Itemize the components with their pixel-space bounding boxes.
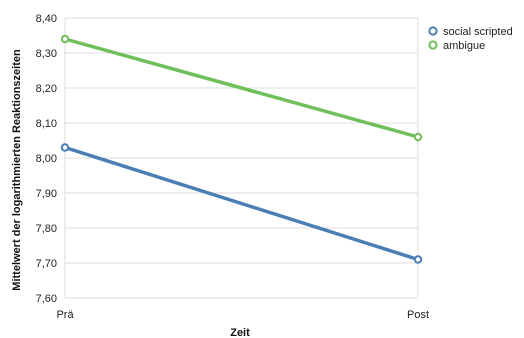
data-point <box>60 34 70 44</box>
series-line <box>63 37 420 139</box>
legend-marker <box>428 40 438 50</box>
legend-marker <box>428 26 438 36</box>
y-tick-label: 8,30 <box>36 48 57 60</box>
grid-lines <box>64 17 419 299</box>
y-tick-label: 8,00 <box>36 153 57 165</box>
y-tick-label: 7,70 <box>36 258 57 270</box>
y-tick-label: 7,90 <box>36 188 57 200</box>
data-point <box>413 132 423 142</box>
series-lines <box>60 34 423 264</box>
y-axis-ticks: 8,40 8,30 8,20 8,10 8,00 7,90 7,80 7,70 7,60 <box>36 13 57 305</box>
y-tick-label: 8,20 <box>36 83 57 95</box>
series-line <box>63 145 420 262</box>
y-tick-label: 7,60 <box>36 293 57 305</box>
x-axis-ticks: Prä Post <box>56 309 429 321</box>
x-tick-label: Post <box>407 309 429 321</box>
x-tick-label: Prä <box>56 309 74 321</box>
legend-label: social scripted <box>443 26 513 38</box>
data-point <box>413 255 423 264</box>
data-point <box>60 143 70 152</box>
y-tick-label: 7,80 <box>36 223 57 235</box>
y-tick-label: 8,40 <box>36 13 57 25</box>
legend: social scripted ambigue <box>428 26 513 52</box>
y-tick-label: 8,10 <box>36 118 57 130</box>
legend-label: ambigue <box>443 40 485 52</box>
y-axis-title: Mittelwert der logarithmierten Reaktions… <box>11 49 23 291</box>
x-axis-title: Zeit <box>230 327 250 338</box>
